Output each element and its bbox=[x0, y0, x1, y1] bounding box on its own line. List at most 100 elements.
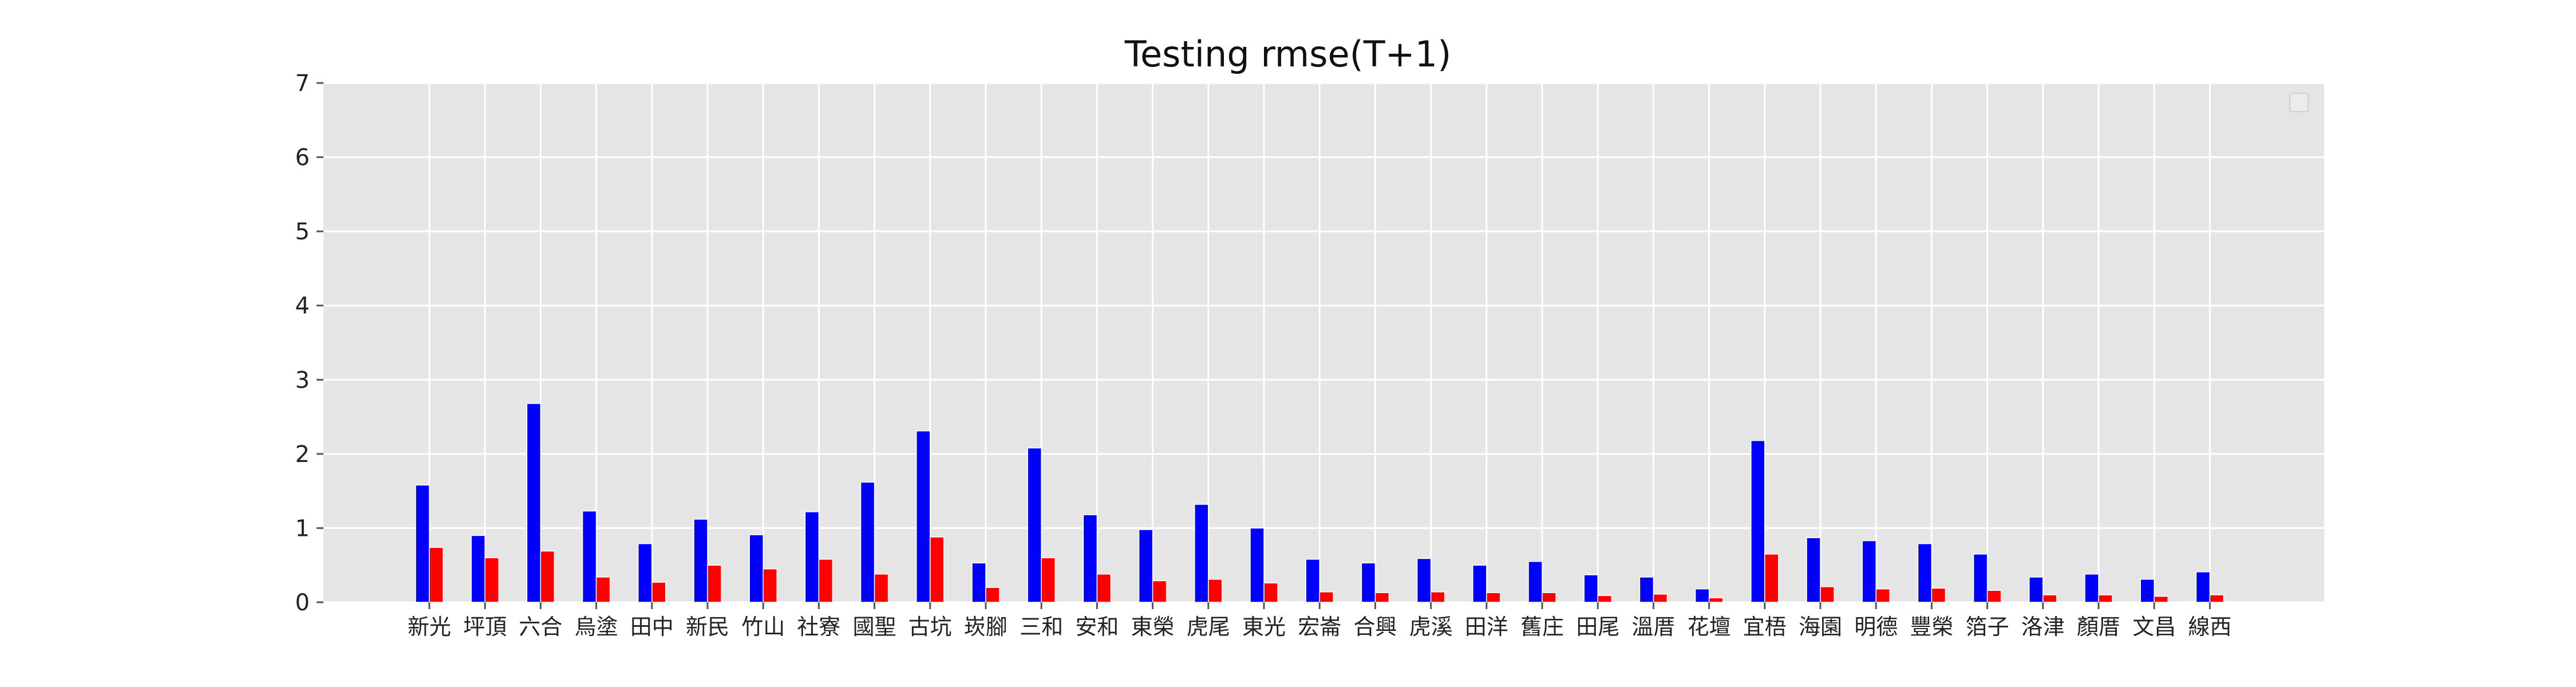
bar-series-2 bbox=[1208, 579, 1223, 603]
bars bbox=[415, 402, 2225, 603]
bar-series-1 bbox=[1583, 574, 1598, 603]
bar-series-1 bbox=[2140, 579, 2155, 603]
x-tick-label: 坪頂 bbox=[463, 614, 507, 639]
bar-series-2 bbox=[930, 536, 945, 603]
bar-series-1 bbox=[1250, 527, 1265, 603]
bar-series-2 bbox=[429, 547, 444, 603]
y-tick-label: 2 bbox=[295, 441, 310, 468]
bar-series-2 bbox=[1041, 557, 1056, 603]
x-tick-label: 田尾 bbox=[1576, 614, 1619, 639]
bar-series-2 bbox=[1096, 574, 1112, 603]
bar-series-1 bbox=[971, 562, 986, 603]
x-tick-label: 舊庄 bbox=[1520, 614, 1564, 639]
bar-series-1 bbox=[1361, 562, 1376, 603]
x-tick-label: 六合 bbox=[519, 614, 562, 639]
bar-series-1 bbox=[638, 543, 653, 603]
bar-series-2 bbox=[1820, 586, 1835, 603]
bar-series-1 bbox=[1305, 559, 1320, 603]
bar-series-1 bbox=[916, 430, 931, 603]
bar-series-2 bbox=[595, 577, 611, 603]
bar-series-2 bbox=[762, 568, 777, 603]
y-tick-label: 3 bbox=[295, 367, 310, 393]
y-tick-label: 5 bbox=[295, 219, 310, 245]
x-tick-label: 東榮 bbox=[1131, 614, 1175, 639]
x-tick-label: 豐榮 bbox=[1910, 614, 1953, 639]
x-tick-label: 虎溪 bbox=[1409, 614, 1453, 639]
bar-series-2 bbox=[1875, 588, 1890, 603]
bar-series-2 bbox=[2098, 594, 2113, 603]
bar-series-2 bbox=[484, 557, 499, 603]
bar-series-2 bbox=[2209, 594, 2225, 603]
y-tick-label: 0 bbox=[295, 590, 310, 616]
x-tick-label: 文昌 bbox=[2132, 614, 2176, 639]
x-tick-label: 田中 bbox=[630, 614, 674, 639]
bar-series-2 bbox=[1653, 593, 1668, 603]
x-tick-label: 古坑 bbox=[908, 614, 952, 639]
bar-series-1 bbox=[1027, 447, 1042, 603]
bar-series-1 bbox=[1138, 529, 1153, 603]
x-tick-label: 溫厝 bbox=[1631, 614, 1675, 639]
y-tick-label: 1 bbox=[295, 515, 310, 542]
x-tick-label: 顏厝 bbox=[2077, 614, 2120, 639]
x-tick-label: 宏崙 bbox=[1298, 614, 1341, 639]
bar-series-1 bbox=[1917, 543, 1933, 603]
bar-series-1 bbox=[415, 484, 430, 603]
x-axis: 新光 坪頂 六合 烏塗 田中 新民 竹山 社寮 國聖 古坑 崁腳 三和 安和 東榮 虎尾 東光 宏崙 合興 虎溪 田洋… bbox=[408, 602, 2231, 639]
bar-series-1 bbox=[2084, 574, 2099, 603]
x-tick-label: 崁腳 bbox=[964, 614, 1008, 639]
bar-series-1 bbox=[1806, 537, 1821, 603]
y-tick-label: 7 bbox=[295, 70, 310, 97]
bar-series-2 bbox=[1986, 590, 2002, 603]
bar-series-1 bbox=[1973, 554, 1988, 603]
bar-series-2 bbox=[1542, 592, 1556, 603]
x-tick-label: 東光 bbox=[1242, 614, 1286, 639]
bar-series-1 bbox=[2195, 571, 2211, 603]
bar-series-2 bbox=[985, 587, 1000, 603]
bar-series-1 bbox=[804, 511, 820, 603]
bar-series-2 bbox=[1263, 582, 1278, 603]
bar-series-1 bbox=[1082, 514, 1098, 603]
bar-series-2 bbox=[874, 574, 889, 603]
bar-series-1 bbox=[1416, 558, 1432, 603]
bar-series-1 bbox=[1751, 440, 1765, 603]
x-tick-label: 箔子 bbox=[1966, 614, 2009, 639]
plot-background bbox=[323, 83, 2324, 602]
x-tick-label: 洛津 bbox=[2021, 614, 2065, 639]
bar-series-1 bbox=[1528, 560, 1543, 603]
bar-series-2 bbox=[1319, 591, 1334, 603]
x-tick-label: 花壇 bbox=[1688, 614, 1731, 639]
bar-series-1 bbox=[860, 481, 875, 603]
bar-series-2 bbox=[1374, 592, 1390, 603]
bar-series-1 bbox=[526, 402, 542, 603]
bar-series-2 bbox=[1486, 592, 1501, 603]
bar-series-1 bbox=[582, 510, 597, 603]
y-tick-label: 6 bbox=[295, 145, 310, 171]
y-tick-label: 4 bbox=[295, 293, 310, 319]
x-tick-label: 虎尾 bbox=[1187, 614, 1230, 639]
y-axis: 0 1 2 3 4 5 6 7 bbox=[295, 70, 323, 616]
x-tick-label: 三和 bbox=[1020, 614, 1063, 639]
bar-series-2 bbox=[2042, 594, 2057, 603]
x-tick-label: 新光 bbox=[408, 614, 451, 639]
x-tick-label: 國聖 bbox=[853, 614, 896, 639]
bar-series-1 bbox=[1639, 577, 1654, 603]
bar-series-2 bbox=[1708, 597, 1724, 603]
bar-series-1 bbox=[1194, 504, 1209, 603]
bar-series-2 bbox=[1931, 587, 1946, 603]
bar-series-2 bbox=[1764, 554, 1779, 603]
x-tick-label: 社寮 bbox=[797, 614, 840, 639]
x-tick-label: 田洋 bbox=[1465, 614, 1508, 639]
bar-series-2 bbox=[1152, 580, 1167, 603]
x-tick-label: 合興 bbox=[1353, 614, 1397, 639]
bar-series-2 bbox=[540, 550, 555, 603]
bar-series-1 bbox=[2029, 577, 2044, 603]
bar-series-2 bbox=[2154, 595, 2168, 603]
bar-series-2 bbox=[1430, 591, 1445, 603]
x-tick-label: 烏塗 bbox=[575, 614, 618, 639]
bar-series-2 bbox=[818, 559, 833, 603]
x-tick-label: 宜梧 bbox=[1743, 614, 1787, 639]
x-tick-label: 新民 bbox=[686, 614, 729, 639]
bar-series-2 bbox=[707, 564, 722, 603]
